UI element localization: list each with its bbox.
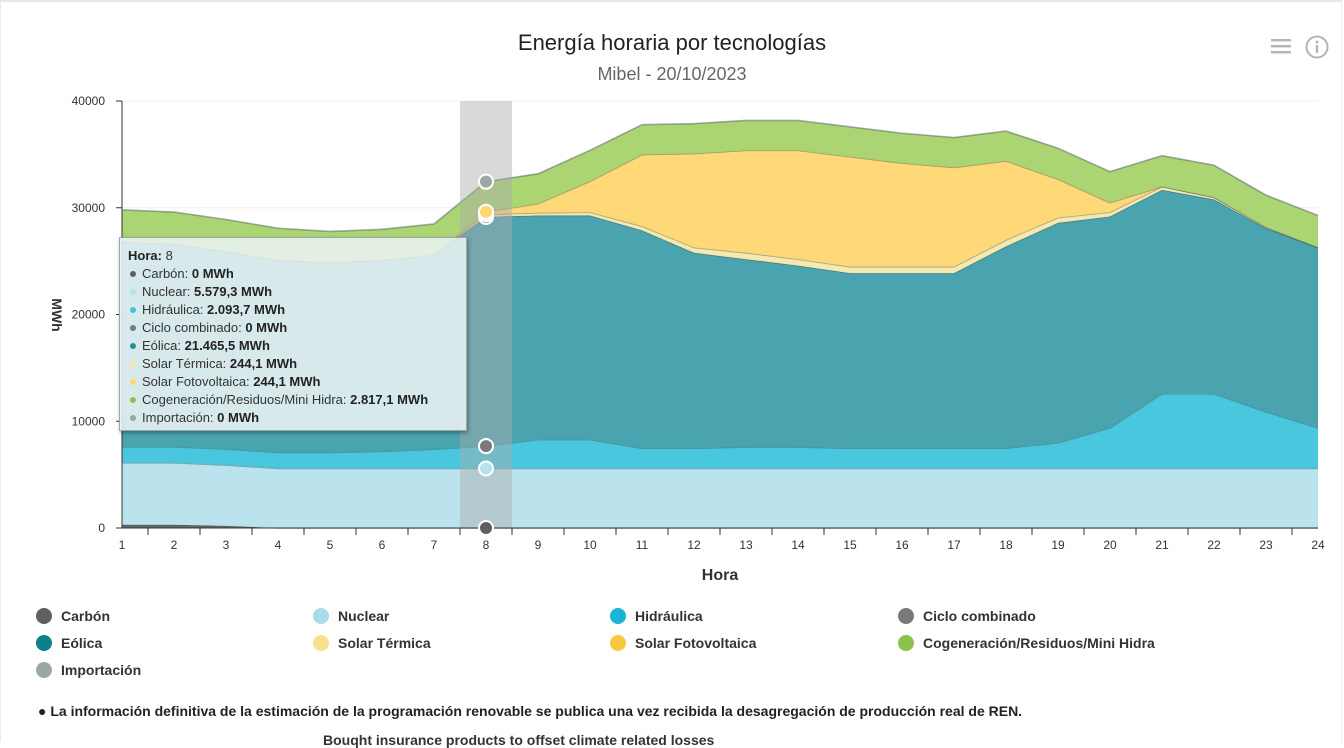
tooltip-dot-icon [130,307,136,314]
tooltip-row: Importación: 0 MWh [128,409,458,427]
y-tick-label: 40000 [72,94,106,108]
legend-swatch-icon [610,634,626,651]
x-tick-label: 1 [119,538,126,552]
area-hidraulica[interactable] [122,393,1318,469]
tooltip-dot-icon [130,361,136,368]
x-tick-label: 16 [895,538,909,552]
x-axis-title: Hora [702,567,739,584]
legend-label: Hidráulica [635,608,703,624]
x-tick-label: 4 [275,538,282,552]
tooltip-row: Eólica: 21.465,5 MWh [128,337,458,355]
tooltip-row: Solar Térmica: 244,1 MWh [128,355,458,373]
legend-label: Solar Térmica [338,635,431,651]
hamburger-menu-icon[interactable] [1270,36,1292,56]
x-tick-label: 19 [1051,538,1065,552]
legend-item-nuclear[interactable]: Nuclear [313,607,390,624]
marker-carbon [478,520,494,536]
background-text: Bouqht insurance products to offset clim… [323,732,715,748]
x-tick-label: 13 [739,538,753,552]
legend-item-hidraulica[interactable]: Hidráulica [610,607,703,624]
x-tick-label: 10 [583,538,597,552]
legend-label: Carbón [61,608,110,624]
legend-label: Importación [61,662,142,678]
x-tick-label: 24 [1311,538,1325,552]
marker-nuclear [478,460,494,477]
legend-item-cogeneracion-residuos-mini-hidra[interactable]: Cogeneración/Residuos/Mini Hidra [898,634,1155,651]
tooltip-dot-icon [130,289,136,296]
area-nuclear[interactable] [122,462,1318,528]
legend-swatch-icon [898,607,914,624]
legend-item-ciclo-combinado[interactable]: Ciclo combinado [898,607,1036,624]
tooltip-row: Cogeneración/Residuos/Mini Hidra: 2.817,… [128,391,458,409]
legend-item-importacion[interactable]: Importación [36,661,142,678]
area-cogeneracion-residuos-mini-hidra[interactable] [122,120,1318,263]
tooltip-dot-icon [130,415,136,422]
legend-item-carbon[interactable]: Carbón [36,607,110,624]
x-tick-label: 2 [171,538,178,552]
legend-label: Eólica [61,635,103,651]
legend-swatch-icon [610,607,626,624]
chart-tooltip: Hora: 8 Carbón: 0 MWh Nuclear: 5.579,3 MW… [119,237,467,431]
y-tick-label: 20000 [72,308,106,322]
chart-subtitle: Mibel - 20/10/2023 [597,64,747,84]
legend-item-solar-fotovoltaica[interactable]: Solar Fotovoltaica [610,634,757,651]
tooltip-row: Solar Fotovoltaica: 244,1 MWh [128,373,458,391]
area-solar-fotovoltaica[interactable] [122,150,1318,267]
tooltip-row: Carbón: 0 MWh [128,265,458,283]
tooltip-dot-icon [130,271,136,278]
tooltip-dot-icon [130,397,136,404]
legend-swatch-icon [36,607,52,624]
x-tick-label: 23 [1259,538,1273,552]
line-cogeneracion-residuos-mini-hidra [121,119,1319,233]
x-tick-label: 5 [327,538,334,552]
x-tick-label: 20 [1103,538,1117,552]
area-solar-termica[interactable] [122,186,1318,274]
legend-item-eolica[interactable]: Eólica [36,634,103,651]
legend-swatch-icon [36,661,52,678]
y-axis-title: MWh [49,298,65,331]
chart-title: Energía horaria por tecnologías [517,30,827,55]
tooltip-dot-icon [130,343,136,350]
legend-label: Ciclo combinado [923,608,1036,624]
legend-label: Cogeneración/Residuos/Mini Hidra [923,635,1155,651]
legend-item-solar-termica[interactable]: Solar Térmica [313,634,431,651]
legend-swatch-icon [36,634,52,651]
x-tick-label: 8 [483,538,490,552]
x-tick-label: 7 [431,538,438,552]
legend-swatch-icon [313,607,329,624]
x-tick-label: 14 [791,538,805,552]
x-tick-label: 3 [223,538,230,552]
info-icon[interactable] [1305,35,1329,59]
footnote: ● La información definitiva de la estima… [38,703,1023,719]
y-tick-label: 30000 [72,201,106,215]
marker-ciclo-combinado [478,438,494,455]
y-tick-label: 0 [98,521,105,535]
legend-label: Nuclear [338,608,390,624]
tooltip-header: Hora: 8 [128,248,173,263]
y-tick-label: 10000 [72,414,106,428]
legend-swatch-icon [898,634,914,651]
x-tick-label: 6 [379,538,386,552]
tooltip-dot-icon [130,379,136,386]
legend-label: Solar Fotovoltaica [635,635,757,651]
marker-importacion [478,173,494,190]
x-tick-label: 22 [1207,538,1221,552]
tooltip-dot-icon [130,325,136,332]
x-tick-label: 12 [687,538,701,552]
x-tick-label: 18 [999,538,1013,552]
x-tick-label: 15 [843,538,857,552]
tooltip-row: Ciclo combinado: 0 MWh [128,319,458,337]
hover-band [460,101,512,528]
tooltip-row: Hidráulica: 2.093,7 MWh [128,301,458,319]
x-tick-label: 11 [636,538,649,552]
marker-solar-fotovoltaica [478,203,494,220]
x-tick-label: 21 [1155,538,1169,552]
legend-swatch-icon [313,634,329,651]
x-tick-label: 9 [535,538,542,552]
tooltip-row: Nuclear: 5.579,3 MWh [128,283,458,301]
x-tick-label: 17 [947,538,961,552]
